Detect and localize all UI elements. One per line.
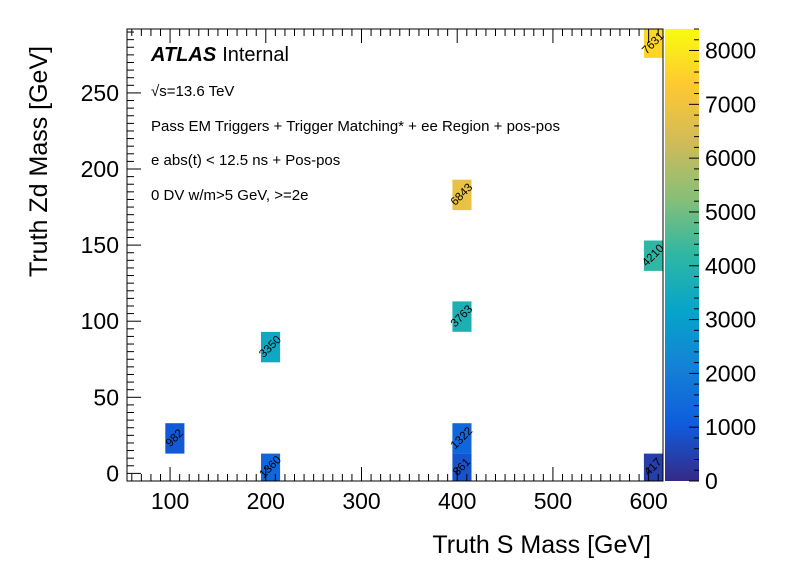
y-tick-label: 100 — [81, 308, 119, 334]
x-tick-label: 400 — [438, 488, 476, 514]
colorbar-tick-label: 2000 — [705, 360, 756, 386]
plot-frame — [126, 28, 664, 482]
y-tick-label: 50 — [93, 384, 119, 410]
colorbar-tick-label: 8000 — [705, 38, 756, 64]
y-tick-label: 250 — [81, 80, 119, 106]
y-axis: 0 50 100 150 200 250 — [81, 31, 141, 486]
colorbar-tick-label: 1000 — [705, 414, 756, 440]
heatmap-cell — [452, 301, 472, 332]
heatmap-cell — [261, 331, 281, 363]
atlas-label-internal: Internal — [222, 44, 289, 66]
x-tick-label: 600 — [629, 488, 667, 514]
heatmap-cell — [643, 240, 663, 271]
x-axis-title: Truth S Mass [GeV] — [432, 531, 651, 559]
colorbar-tick-label: 6000 — [705, 145, 756, 171]
heatmap-cell — [452, 179, 472, 211]
selection-line-3: 0 DV w/m>5 GeV, >=2e — [151, 187, 308, 204]
colorbar-tick-label: 0 — [705, 468, 718, 494]
atlas-label: ATLAS Internal — [150, 44, 289, 66]
x-axis: 100 200 300 400 500 600 — [131, 29, 668, 514]
selection-line-2: e abs(t) < 12.5 ns + Pos-pos — [151, 152, 340, 169]
x-tick-label: 300 — [342, 488, 380, 514]
y-axis-title: Truth Zd Mass [GeV] — [25, 46, 53, 277]
colorbar-axis: 0 1000 2000 3000 4000 5000 6000 7000 8000 — [689, 28, 756, 494]
colorbar-tick-label: 7000 — [705, 91, 756, 117]
heatmap-cells — [165, 29, 663, 481]
heatmap-cell — [165, 423, 185, 454]
y-tick-label: 200 — [81, 156, 119, 182]
colorbar-tick-label: 5000 — [705, 199, 756, 225]
atlas-label-bold: ATLAS — [150, 44, 217, 66]
energy-label: √s=13.6 TeV — [151, 83, 234, 100]
colorbar — [665, 29, 699, 481]
x-tick-label: 200 — [247, 488, 285, 514]
y-tick-label: 150 — [81, 232, 119, 258]
colorbar-tick-label: 4000 — [705, 253, 756, 279]
heatmap-cell — [452, 423, 472, 454]
colorbar-tick-label: 3000 — [705, 307, 756, 333]
y-tick-label: 0 — [106, 460, 119, 486]
x-tick-label: 100 — [151, 488, 189, 514]
selection-line-1: Pass EM Triggers + Trigger Matching* + e… — [151, 118, 560, 135]
x-tick-label: 500 — [534, 488, 572, 514]
